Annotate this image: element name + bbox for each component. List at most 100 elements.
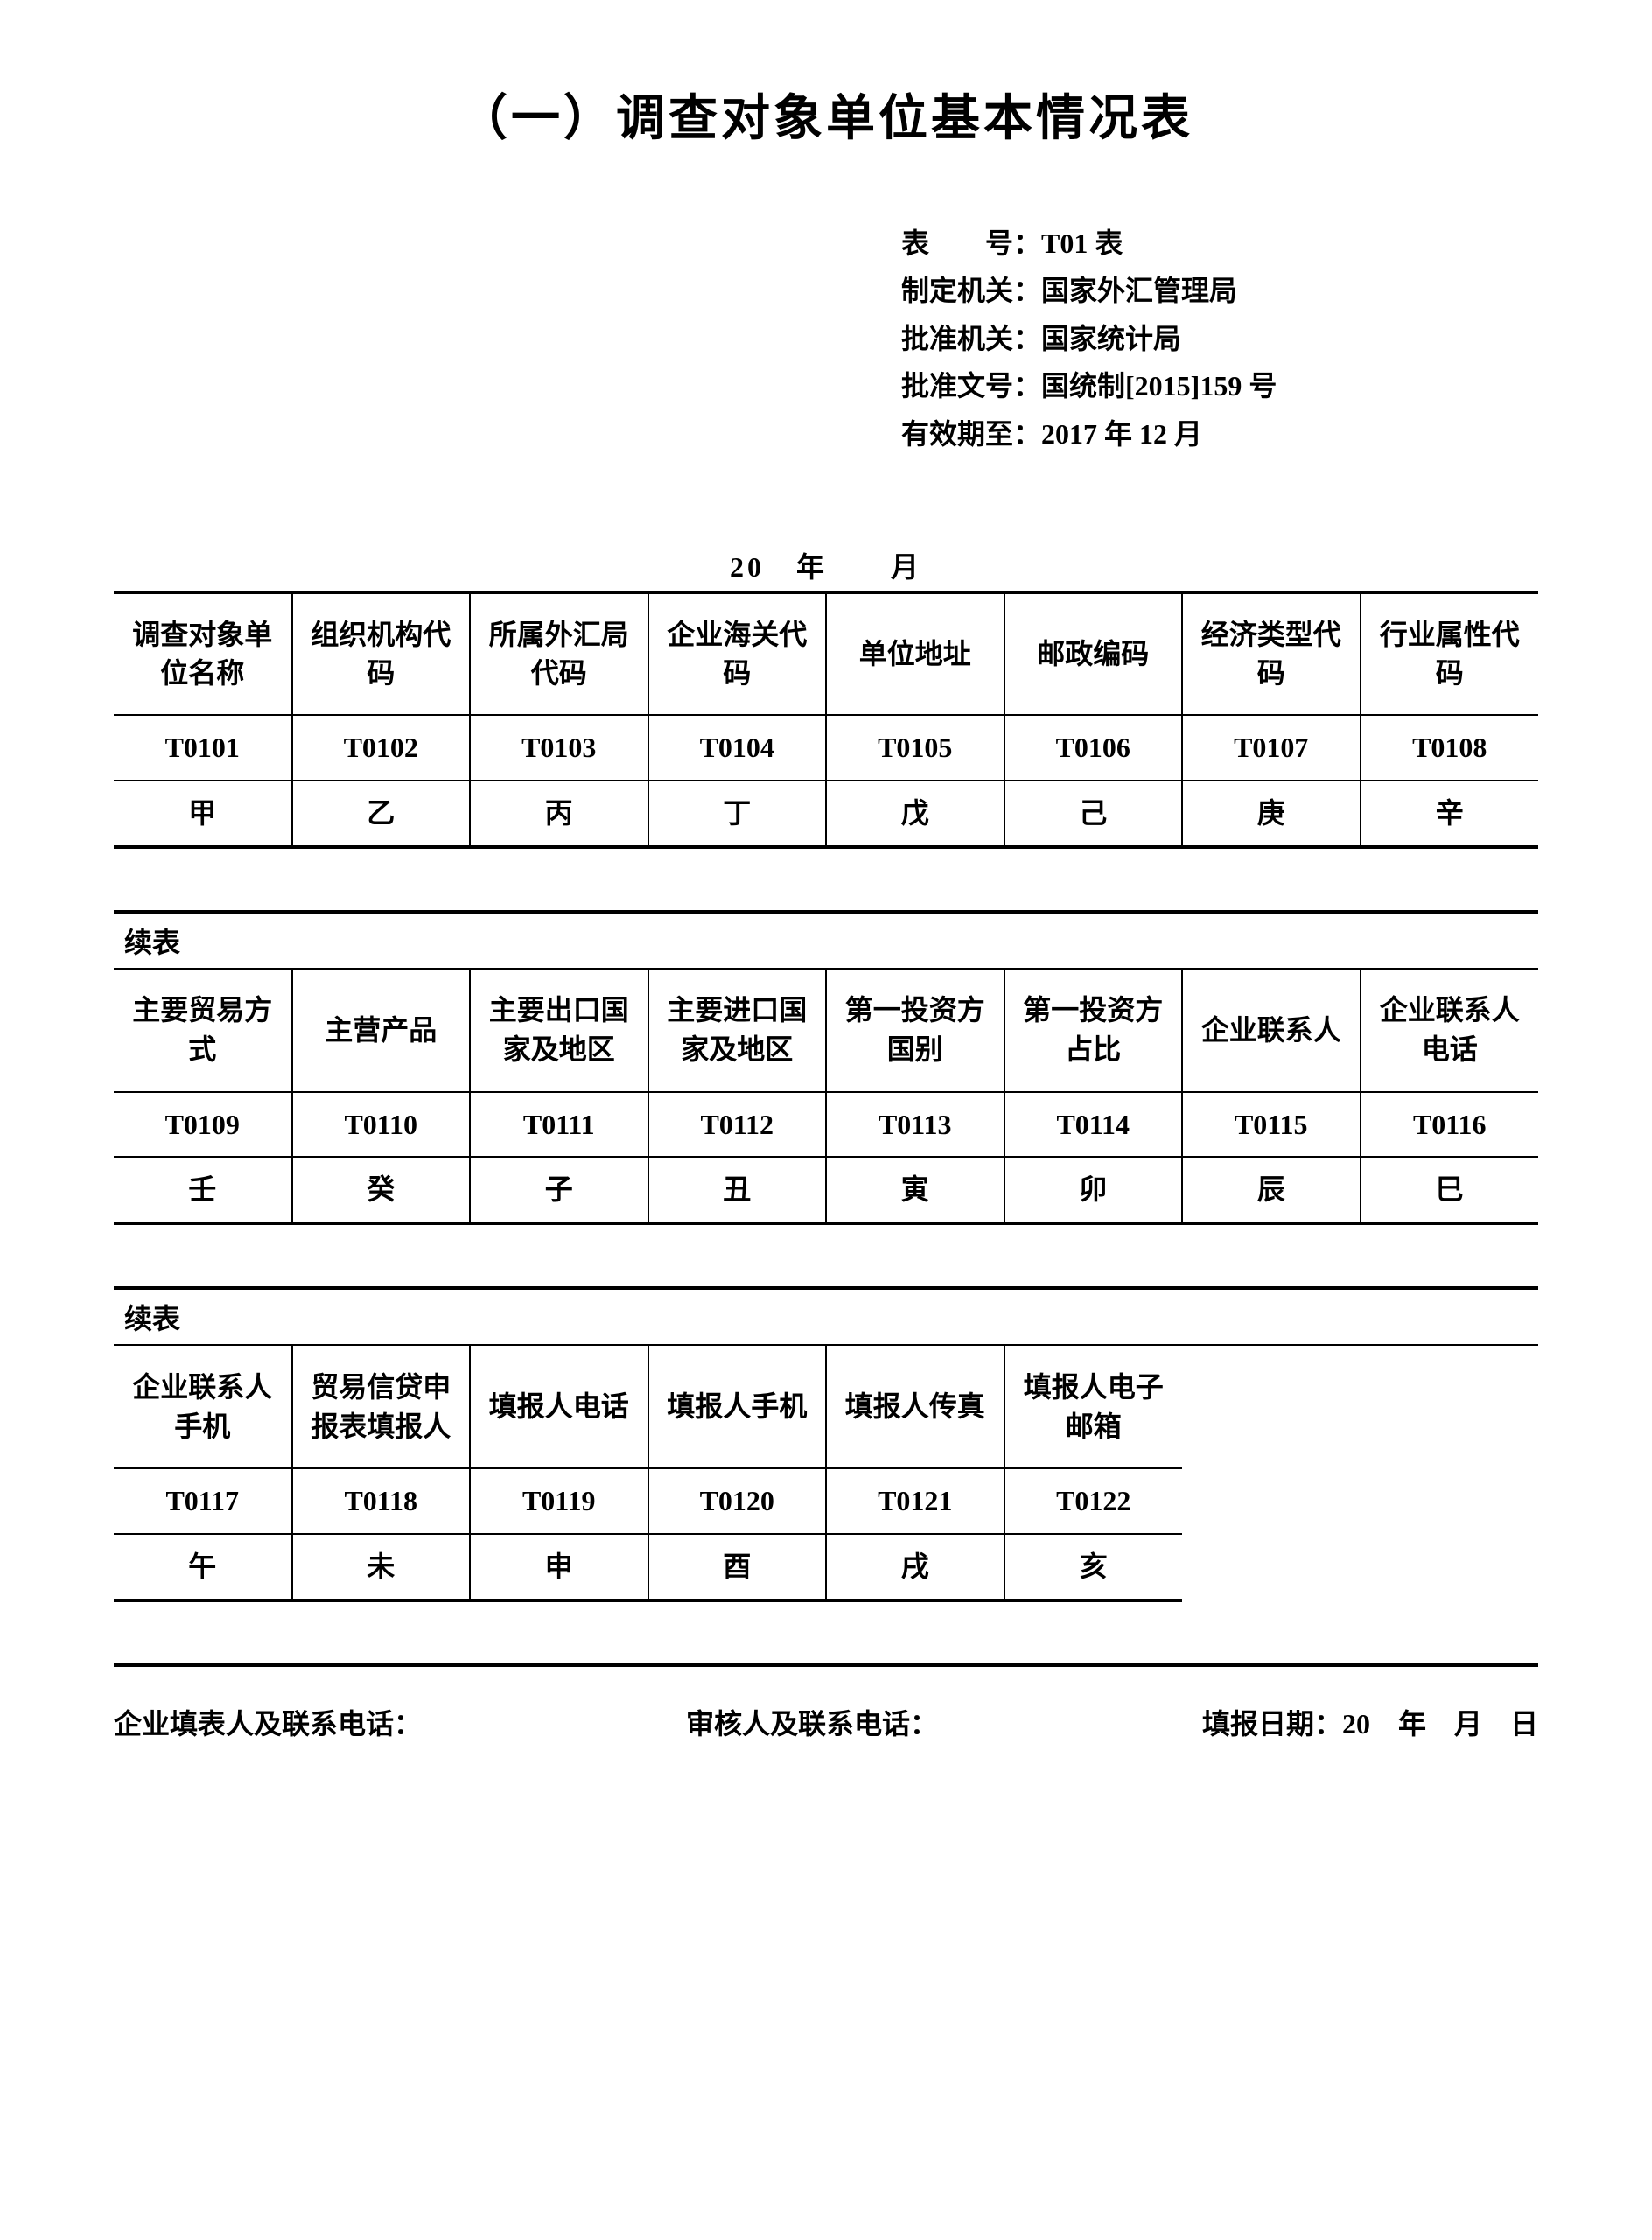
- meta-row: 批准文号： 国统制[2015]159 号: [901, 362, 1538, 410]
- stem-cell: 申: [470, 1534, 648, 1600]
- col-header: 邮政编码: [1004, 592, 1183, 715]
- code-cell: T0103: [470, 715, 648, 780]
- table-3: 企业联系人手机 贸易信贷申报表填报人 填报人电话 填报人手机 填报人传真 填报人…: [114, 1346, 1182, 1602]
- footer: 企业填表人及联系电话： 审核人及联系电话： 填报日期：20 年 月 日: [114, 1702, 1538, 1742]
- code-cell: T0106: [1004, 715, 1183, 780]
- col-header: 所属外汇局代码: [470, 592, 648, 715]
- code-cell: T0115: [1182, 1092, 1361, 1158]
- table-section-1: 20 年 月 调查对象单位名称 组织机构代码 所属外汇局代码 企业海关代码 单位…: [114, 545, 1538, 849]
- stem-cell: 巳: [1361, 1157, 1539, 1223]
- col-header: 第一投资方国别: [826, 970, 1004, 1092]
- stem-cell: 丙: [470, 780, 648, 847]
- meta-row: 制定机关： 国家外汇管理局: [901, 267, 1538, 314]
- meta-label: 批准机关：: [901, 315, 1041, 362]
- col-header: 填报人传真: [826, 1346, 1004, 1468]
- code-cell: T0122: [1004, 1468, 1183, 1534]
- meta-row: 有效期至： 2017 年 12 月: [901, 410, 1538, 458]
- meta-label: 制定机关：: [901, 267, 1041, 314]
- col-header: 主要进口国家及地区: [648, 970, 827, 1092]
- col-header: 第一投资方占比: [1004, 970, 1183, 1092]
- meta-label: 表 号：: [901, 220, 1041, 267]
- stem-cell: 未: [292, 1534, 471, 1600]
- stem-cell: 辰: [1182, 1157, 1361, 1223]
- table-row: 甲 乙 丙 丁 戊 己 庚 辛: [114, 780, 1538, 847]
- table-2: 主要贸易方式 主营产品 主要出口国家及地区 主要进口国家及地区 第一投资方国别 …: [114, 970, 1538, 1226]
- col-header: 组织机构代码: [292, 592, 471, 715]
- col-header: 企业联系人: [1182, 970, 1361, 1092]
- col-header: 行业属性代码: [1361, 592, 1539, 715]
- table-row: T0117 T0118 T0119 T0120 T0121 T0122: [114, 1468, 1182, 1534]
- stem-cell: 庚: [1182, 780, 1361, 847]
- footer-right: 填报日期：20 年 月 日: [1202, 1702, 1538, 1742]
- stem-cell: 癸: [292, 1157, 471, 1223]
- meta-label: 有效期至：: [901, 410, 1041, 458]
- table-row: 壬 癸 子 丑 寅 卯 辰 巳: [114, 1157, 1538, 1223]
- col-header: 填报人电话: [470, 1346, 648, 1468]
- stem-cell: 乙: [292, 780, 471, 847]
- stem-cell: 壬: [114, 1157, 292, 1223]
- stem-cell: 辛: [1361, 780, 1539, 847]
- table-section-3: 续表 企业联系人手机 贸易信贷申报表填报人 填报人电话 填报人手机 填报人传真 …: [114, 1286, 1538, 1602]
- code-cell: T0111: [470, 1092, 648, 1158]
- code-cell: T0116: [1361, 1092, 1539, 1158]
- stem-cell: 己: [1004, 780, 1183, 847]
- stem-cell: 丑: [648, 1157, 827, 1223]
- table-row: T0101 T0102 T0103 T0104 T0105 T0106 T010…: [114, 715, 1538, 780]
- code-cell: T0104: [648, 715, 827, 780]
- code-cell: T0102: [292, 715, 471, 780]
- meta-value: 国家统计局: [1041, 315, 1181, 362]
- col-header: 贸易信贷申报表填报人: [292, 1346, 471, 1468]
- page-title: （一）调查对象单位基本情况表: [114, 79, 1538, 150]
- table-row: T0109 T0110 T0111 T0112 T0113 T0114 T011…: [114, 1092, 1538, 1158]
- code-cell: T0110: [292, 1092, 471, 1158]
- col-header: 企业海关代码: [648, 592, 827, 715]
- code-cell: T0114: [1004, 1092, 1183, 1158]
- code-cell: T0108: [1361, 715, 1539, 780]
- stem-cell: 戊: [826, 780, 1004, 847]
- footer-divider: [114, 1663, 1538, 1667]
- table-row: 午 未 申 酉 戌 亥: [114, 1534, 1182, 1600]
- meta-row: 批准机关： 国家统计局: [901, 315, 1538, 362]
- col-header: 经济类型代码: [1182, 592, 1361, 715]
- code-cell: T0118: [292, 1468, 471, 1534]
- stem-cell: 寅: [826, 1157, 1004, 1223]
- table-row: 主要贸易方式 主营产品 主要出口国家及地区 主要进口国家及地区 第一投资方国别 …: [114, 970, 1538, 1092]
- code-cell: T0119: [470, 1468, 648, 1534]
- code-cell: T0113: [826, 1092, 1004, 1158]
- stem-cell: 午: [114, 1534, 292, 1600]
- date-header: 20 年 月: [114, 545, 1538, 585]
- footer-left: 企业填表人及联系电话：: [114, 1702, 422, 1742]
- meta-label: 批准文号：: [901, 362, 1041, 410]
- col-header: 填报人手机: [648, 1346, 827, 1468]
- footer-center: 审核人及联系电话：: [686, 1702, 938, 1742]
- col-header: 主要出口国家及地区: [470, 970, 648, 1092]
- col-header: 填报人电子邮箱: [1004, 1346, 1183, 1468]
- col-header: 单位地址: [826, 592, 1004, 715]
- stem-cell: 酉: [648, 1534, 827, 1600]
- meta-value: T01 表: [1041, 220, 1123, 267]
- stem-cell: 戌: [826, 1534, 1004, 1600]
- meta-value: 国统制[2015]159 号: [1041, 362, 1277, 410]
- stem-cell: 子: [470, 1157, 648, 1223]
- col-header: 企业联系人手机: [114, 1346, 292, 1468]
- code-cell: T0112: [648, 1092, 827, 1158]
- meta-row: 表 号： T01 表: [901, 220, 1538, 267]
- table-row: 调查对象单位名称 组织机构代码 所属外汇局代码 企业海关代码 单位地址 邮政编码…: [114, 592, 1538, 715]
- table-1: 调查对象单位名称 组织机构代码 所属外汇局代码 企业海关代码 单位地址 邮政编码…: [114, 591, 1538, 849]
- col-header: 调查对象单位名称: [114, 592, 292, 715]
- code-cell: T0101: [114, 715, 292, 780]
- code-cell: T0120: [648, 1468, 827, 1534]
- code-cell: T0117: [114, 1468, 292, 1534]
- meta-value: 国家外汇管理局: [1041, 267, 1237, 314]
- code-cell: T0109: [114, 1092, 292, 1158]
- table-row: 企业联系人手机 贸易信贷申报表填报人 填报人电话 填报人手机 填报人传真 填报人…: [114, 1346, 1182, 1468]
- meta-block: 表 号： T01 表 制定机关： 国家外汇管理局 批准机关： 国家统计局 批准文…: [901, 220, 1538, 458]
- code-cell: T0121: [826, 1468, 1004, 1534]
- stem-cell: 丁: [648, 780, 827, 847]
- meta-value: 2017 年 12 月: [1041, 410, 1202, 458]
- code-cell: T0107: [1182, 715, 1361, 780]
- col-header: 主要贸易方式: [114, 970, 292, 1092]
- col-header: 企业联系人电话: [1361, 970, 1539, 1092]
- stem-cell: 甲: [114, 780, 292, 847]
- table-section-2: 续表 主要贸易方式 主营产品 主要出口国家及地区 主要进口国家及地区 第一投资方…: [114, 910, 1538, 1226]
